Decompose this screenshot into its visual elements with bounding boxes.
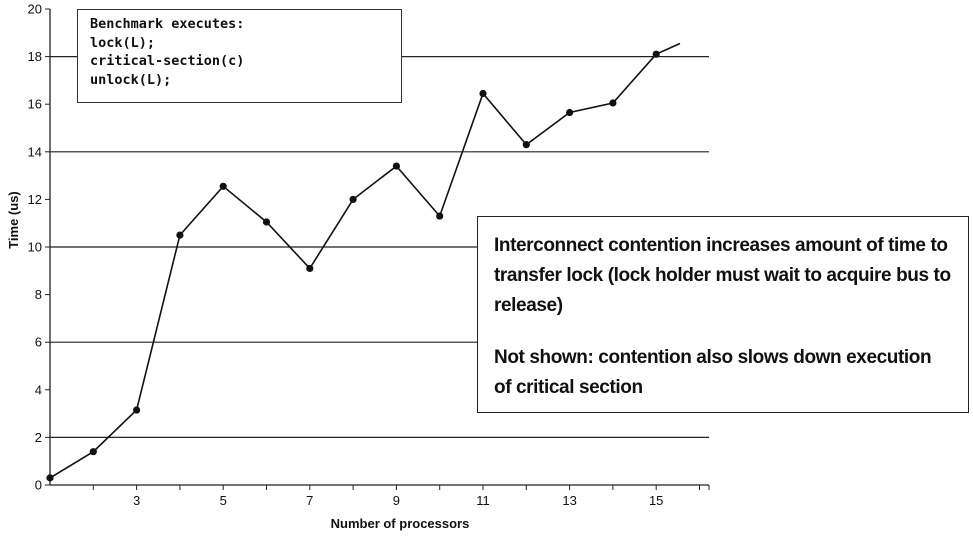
x-tick-label: 5 xyxy=(220,493,227,508)
y-tick-label: 4 xyxy=(35,382,42,397)
data-point xyxy=(436,212,444,220)
data-point xyxy=(306,264,314,273)
x-tick-label: 9 xyxy=(393,493,400,508)
data-point xyxy=(609,99,617,107)
benchmark-code-box: Benchmark executes: lock(L); critical-se… xyxy=(77,9,402,103)
x-axis-title: Number of processors xyxy=(331,516,470,531)
y-tick-label: 12 xyxy=(28,192,42,207)
y-axis-title: Time (us) xyxy=(6,191,21,249)
series-line xyxy=(46,42,681,482)
data-point xyxy=(89,448,97,456)
y-tick-label: 2 xyxy=(35,430,42,445)
x-tick-label: 3 xyxy=(133,493,140,508)
data-point xyxy=(349,195,357,203)
code-line: lock(L); xyxy=(90,34,156,51)
annotation-box: Interconnect contention increases amount… xyxy=(477,216,969,413)
code-line: unlock(L); xyxy=(90,71,172,88)
y-tick-label: 10 xyxy=(28,240,42,255)
y-tick-label: 14 xyxy=(28,144,42,159)
data-point xyxy=(522,141,530,149)
data-point xyxy=(392,162,400,170)
annotation-paragraph-1: Interconnect contention increases amount… xyxy=(494,235,951,316)
x-tick-label: 11 xyxy=(476,493,490,508)
annotation-paragraph-2: Not shown: contention also slows down ex… xyxy=(494,347,932,398)
data-point xyxy=(133,406,141,414)
series-line-path xyxy=(49,42,681,479)
code-line: critical-section(c) xyxy=(90,53,245,69)
y-tick-label: 0 xyxy=(35,478,42,493)
data-point xyxy=(479,89,487,98)
data-point xyxy=(262,218,271,226)
x-tick-label: 15 xyxy=(649,493,663,508)
data-point xyxy=(176,231,184,239)
axes: 0 2 4 6 8 10 12 14 16 18 20 3 5 7 9 11 13 15 xyxy=(28,2,710,508)
data-point xyxy=(652,50,660,58)
y-tick-label: 18 xyxy=(28,49,42,64)
y-tick-label: 16 xyxy=(28,97,42,112)
y-tick-label: 6 xyxy=(35,335,42,350)
data-point xyxy=(219,182,227,190)
data-point xyxy=(566,108,574,117)
y-tick-label: 8 xyxy=(35,287,42,302)
data-point xyxy=(46,474,54,482)
x-tick-label: 7 xyxy=(306,493,313,508)
y-tick-label: 20 xyxy=(28,2,42,17)
x-tick-label: 13 xyxy=(562,493,576,508)
code-line: Benchmark executes: xyxy=(90,16,245,32)
